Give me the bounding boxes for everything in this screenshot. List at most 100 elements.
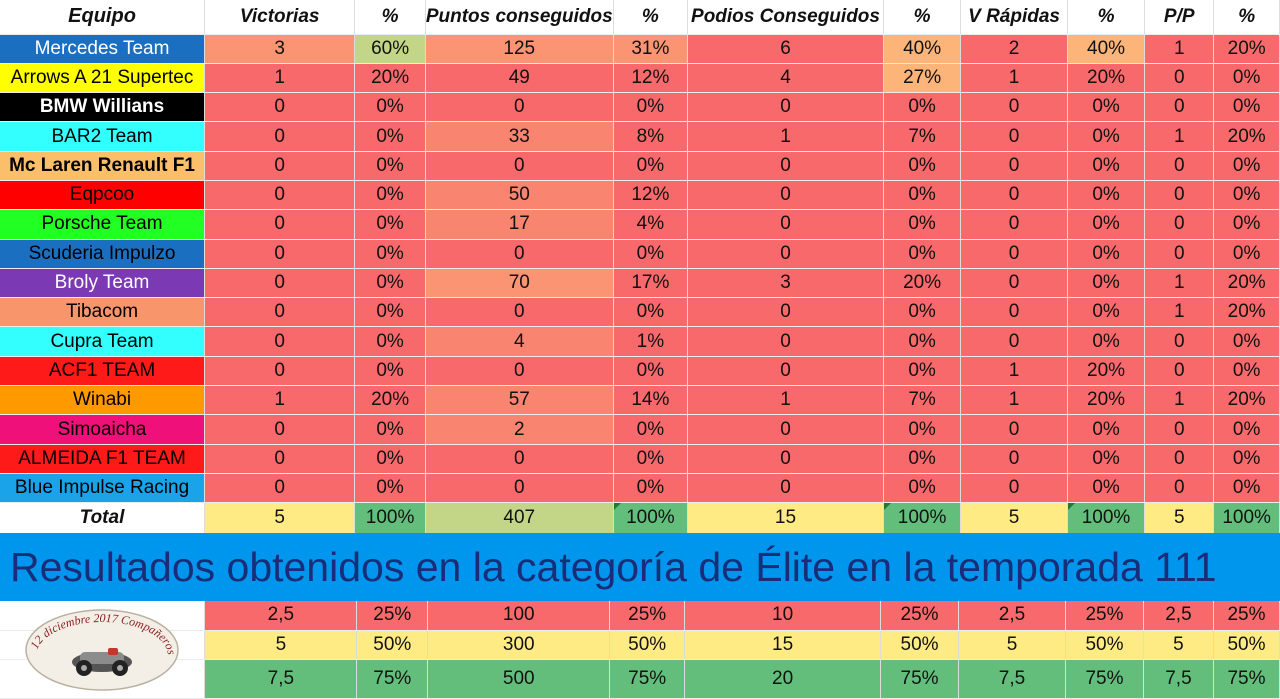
team-name-cell[interactable]: Broly Team — [0, 268, 206, 299]
cell-victorias-pct[interactable]: 0% — [354, 297, 426, 328]
cell-podios-pct[interactable]: 0% — [883, 356, 962, 387]
cell-puntos[interactable]: 17 — [425, 209, 614, 240]
cell-v-rapidas-pct[interactable]: 0% — [1067, 209, 1146, 240]
cell-puntos[interactable]: 0 — [425, 239, 614, 269]
cell-pp[interactable]: 1 — [1144, 121, 1215, 152]
cell-puntos[interactable]: 0 — [425, 151, 614, 181]
header-equipo[interactable]: Equipo — [0, 0, 206, 35]
cell-pp-pct[interactable]: 0% — [1213, 92, 1280, 123]
threshold-cell[interactable]: 75% — [1213, 659, 1280, 699]
cell-v-rapidas[interactable]: 0 — [960, 297, 1068, 328]
cell-puntos-pct[interactable]: 4% — [613, 209, 689, 240]
cell-victorias-pct[interactable]: 0% — [354, 268, 426, 299]
total-v-rapidas-pct[interactable]: 100% — [1067, 502, 1146, 535]
cell-pp-pct[interactable]: 20% — [1213, 268, 1280, 299]
threshold-cell[interactable]: 5 — [958, 630, 1066, 660]
cell-victorias-pct[interactable]: 0% — [354, 356, 426, 387]
cell-podios[interactable]: 0 — [687, 326, 884, 357]
cell-pp[interactable]: 1 — [1144, 297, 1215, 328]
cell-puntos-pct[interactable]: 12% — [613, 180, 689, 211]
cell-victorias-pct[interactable]: 0% — [354, 473, 426, 504]
cell-victorias[interactable]: 3 — [204, 34, 356, 64]
cell-v-rapidas[interactable]: 1 — [960, 385, 1068, 416]
cell-puntos-pct[interactable]: 0% — [613, 444, 689, 474]
cell-v-rapidas-pct[interactable]: 0% — [1067, 414, 1146, 445]
cell-v-rapidas-pct[interactable]: 0% — [1067, 121, 1146, 152]
cell-pp[interactable]: 0 — [1144, 180, 1215, 211]
cell-pp-pct[interactable]: 0% — [1213, 473, 1280, 504]
header-puntos[interactable]: Puntos conseguidos — [425, 0, 614, 35]
total-v-rapidas[interactable]: 5 — [960, 502, 1068, 535]
cell-v-rapidas[interactable]: 0 — [960, 180, 1068, 211]
cell-puntos-pct[interactable]: 8% — [613, 121, 689, 152]
cell-podios-pct[interactable]: 0% — [883, 414, 962, 445]
cell-pp-pct[interactable]: 20% — [1213, 34, 1280, 64]
cell-v-rapidas-pct[interactable]: 0% — [1067, 326, 1146, 357]
cell-pp[interactable]: 0 — [1144, 63, 1215, 94]
threshold-cell[interactable]: 300 — [427, 630, 611, 660]
cell-puntos-pct[interactable]: 17% — [613, 268, 689, 299]
cell-victorias[interactable]: 0 — [204, 239, 356, 269]
cell-podios-pct[interactable]: 7% — [883, 121, 962, 152]
threshold-cell[interactable]: 75% — [609, 659, 686, 699]
cell-pp-pct[interactable]: 0% — [1213, 414, 1280, 445]
cell-podios[interactable]: 0 — [687, 444, 884, 474]
cell-v-rapidas[interactable]: 0 — [960, 209, 1068, 240]
cell-v-rapidas[interactable]: 0 — [960, 92, 1068, 123]
team-name-cell[interactable]: BAR2 Team — [0, 121, 206, 152]
total-victorias-pct[interactable]: 100% — [354, 502, 426, 535]
team-name-cell[interactable]: Scuderia Impulzo — [0, 239, 206, 269]
header-podios-pct[interactable]: % — [883, 0, 962, 35]
cell-puntos-pct[interactable]: 0% — [613, 473, 689, 504]
cell-pp[interactable]: 0 — [1144, 356, 1215, 387]
team-name-cell[interactable]: ACF1 TEAM — [0, 356, 206, 387]
cell-puntos-pct[interactable]: 0% — [613, 297, 689, 328]
threshold-cell[interactable]: 50% — [356, 630, 429, 660]
cell-victorias[interactable]: 0 — [204, 473, 356, 504]
cell-puntos-pct[interactable]: 12% — [613, 63, 689, 94]
cell-podios-pct[interactable]: 7% — [883, 385, 962, 416]
team-name-cell[interactable]: Eqpcoo — [0, 180, 206, 211]
threshold-cell[interactable]: 7,5 — [204, 659, 358, 699]
cell-v-rapidas-pct[interactable]: 20% — [1067, 356, 1146, 387]
cell-puntos[interactable]: 49 — [425, 63, 614, 94]
cell-victorias[interactable]: 0 — [204, 356, 356, 387]
cell-puntos[interactable]: 0 — [425, 92, 614, 123]
cell-pp[interactable]: 1 — [1144, 268, 1215, 299]
cell-podios[interactable]: 0 — [687, 414, 884, 445]
cell-victorias-pct[interactable]: 0% — [354, 239, 426, 269]
cell-pp-pct[interactable]: 20% — [1213, 297, 1280, 328]
threshold-cell[interactable]: 15 — [684, 630, 882, 660]
cell-pp[interactable]: 0 — [1144, 151, 1215, 181]
cell-podios[interactable]: 6 — [687, 34, 884, 64]
team-name-cell[interactable]: BMW Willians — [0, 92, 206, 123]
threshold-cell[interactable]: 500 — [427, 659, 611, 699]
cell-pp-pct[interactable]: 20% — [1213, 385, 1280, 416]
total-pp[interactable]: 5 — [1144, 502, 1215, 535]
threshold-cell[interactable]: 5 — [204, 630, 358, 660]
threshold-cell[interactable]: 7,5 — [958, 659, 1066, 699]
cell-v-rapidas-pct[interactable]: 0% — [1067, 92, 1146, 123]
cell-podios[interactable]: 0 — [687, 92, 884, 123]
total-podios[interactable]: 15 — [687, 502, 884, 535]
cell-pp-pct[interactable]: 0% — [1213, 63, 1280, 94]
cell-v-rapidas[interactable]: 0 — [960, 239, 1068, 269]
threshold-cell[interactable]: 100 — [427, 601, 611, 631]
cell-podios-pct[interactable]: 0% — [883, 239, 962, 269]
cell-puntos[interactable]: 57 — [425, 385, 614, 416]
header-pp-pct[interactable]: % — [1213, 0, 1280, 35]
cell-podios[interactable]: 3 — [687, 268, 884, 299]
cell-puntos[interactable]: 33 — [425, 121, 614, 152]
cell-podios[interactable]: 0 — [687, 473, 884, 504]
cell-podios-pct[interactable]: 0% — [883, 473, 962, 504]
cell-v-rapidas-pct[interactable]: 0% — [1067, 151, 1146, 181]
cell-podios[interactable]: 4 — [687, 63, 884, 94]
cell-puntos-pct[interactable]: 1% — [613, 326, 689, 357]
cell-v-rapidas-pct[interactable]: 0% — [1067, 473, 1146, 504]
header-v-rapidas[interactable]: V Rápidas — [960, 0, 1068, 35]
team-name-cell[interactable]: Winabi — [0, 385, 206, 416]
cell-pp[interactable]: 0 — [1144, 326, 1215, 357]
cell-pp[interactable]: 0 — [1144, 239, 1215, 269]
threshold-cell[interactable]: 25% — [1065, 601, 1144, 631]
team-name-cell[interactable]: Simoaicha — [0, 414, 206, 445]
